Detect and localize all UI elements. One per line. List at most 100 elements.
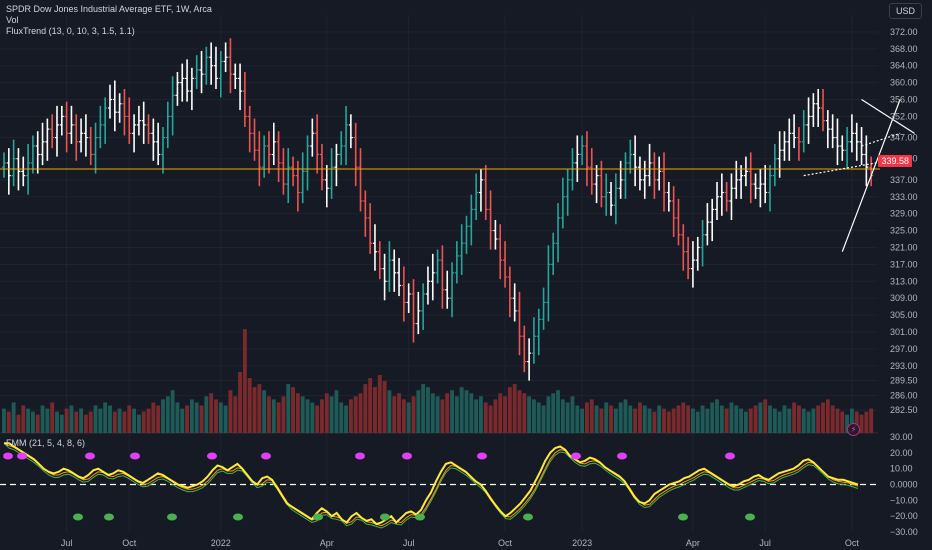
flash-icon[interactable]: ⚡ [847, 423, 860, 436]
volume-bar [40, 405, 45, 433]
ohlc-bar [406, 283, 411, 313]
ohlc-bar [743, 156, 748, 187]
volume-bar [185, 405, 189, 433]
ohlc-bar [45, 118, 50, 161]
fast-line [4, 442, 859, 526]
volume-bar [411, 396, 416, 433]
volume-bar [6, 411, 11, 433]
volume-bar [503, 396, 507, 433]
volume-bar [141, 411, 146, 433]
ohlc-bar [690, 241, 695, 288]
volume-bar [286, 384, 291, 433]
ohlc-bar [464, 215, 469, 254]
last-price-tag: 339.58 [878, 155, 912, 167]
volume-bar [122, 411, 127, 433]
volume-bar [88, 411, 93, 433]
ohlc-bar [69, 105, 74, 144]
ohlc-bar [358, 148, 363, 212]
price-tick-label: 293.00 [890, 361, 918, 371]
volume-bar [320, 399, 324, 433]
wedge-line [841, 99, 901, 252]
ohlc-bar [551, 232, 556, 275]
volume-bar [729, 402, 734, 433]
volume-bar [710, 402, 715, 433]
volume-bar [464, 390, 469, 433]
volume-bar [787, 408, 792, 433]
ohlc-bar [796, 127, 801, 161]
ohlc-bar [734, 160, 739, 199]
volume-bar [392, 396, 397, 433]
ohlc-bar [74, 114, 79, 161]
volume-bar [864, 411, 869, 433]
ohlc-bar [594, 165, 599, 204]
volume-bar [633, 408, 638, 433]
ohlc-bar [310, 118, 315, 157]
green-dot [678, 513, 688, 521]
ohlc-bar [642, 160, 647, 199]
ohlc-bar [319, 143, 324, 191]
volume-bar [854, 411, 859, 433]
magenta-dot [17, 452, 27, 460]
volume-bar [589, 399, 594, 433]
ohlc-bar [493, 220, 498, 250]
volume-bar [30, 411, 35, 433]
volume-bar [281, 396, 286, 433]
chart-legend: SPDR Dow Jones Industrial Average ETF, 1… [6, 4, 212, 37]
volume-bar [238, 371, 242, 433]
ohlc-bar [652, 152, 657, 199]
magenta-dot [402, 452, 412, 460]
magenta-dot [355, 452, 365, 460]
price-axis: 372.00 368.00 364.00 360.00 356.00 352.00 347.… [890, 27, 918, 415]
ohlc-bar [748, 152, 753, 204]
ohlc-bar [729, 173, 734, 220]
ohlc-bar [165, 101, 170, 149]
volume-bar [719, 405, 724, 433]
magenta-dot [261, 452, 271, 460]
ohlc-bar [368, 203, 373, 254]
ohlc-bar [93, 122, 98, 174]
volume-bar [161, 399, 165, 433]
volume-bar [108, 405, 112, 433]
green-dot [233, 513, 243, 521]
ohlc-bar [580, 135, 585, 166]
green-dot [745, 513, 755, 521]
magenta-dot [571, 452, 581, 460]
green-dot [380, 513, 390, 521]
osc-tick-label: −10.00 [890, 495, 918, 505]
volume-bar [666, 411, 671, 433]
currency-button[interactable]: USD [888, 3, 922, 19]
volume-bar [55, 411, 59, 433]
volume-bar [671, 408, 676, 433]
volume-bar [199, 405, 204, 433]
ohlc-bar [136, 105, 141, 136]
ohlc-bar [64, 101, 69, 153]
volume-bar [768, 405, 772, 433]
ohlc-bar [344, 105, 349, 166]
volume-bar [45, 408, 50, 433]
volume-bar [541, 405, 546, 433]
volume-bar [691, 408, 695, 433]
ohlc-bar [88, 127, 93, 166]
volume-bar [93, 405, 98, 433]
ohlc-bar [589, 148, 594, 195]
price-tick-label: 313.00 [890, 276, 918, 286]
ohlc-bar [715, 181, 720, 220]
price-tick-label: 289.50 [890, 376, 918, 386]
time-tick-label: Oct [122, 538, 137, 548]
volume-bar [83, 414, 88, 433]
volume-bar [849, 408, 854, 433]
volume-bar [662, 408, 666, 433]
magenta-dot [130, 452, 140, 460]
slow-line [3, 442, 859, 529]
ohlc-bar [854, 122, 859, 161]
volume-bar [209, 393, 214, 433]
time-tick-label: Jul [403, 538, 415, 548]
osc-tick-label: 20.00 [890, 448, 913, 458]
ohlc-bar [11, 139, 16, 187]
ohlc-bar [445, 270, 450, 309]
ohlc-bar [599, 160, 604, 208]
volume-bar [628, 405, 633, 433]
volume-bar [2, 408, 6, 433]
ohlc-bar [768, 165, 773, 212]
